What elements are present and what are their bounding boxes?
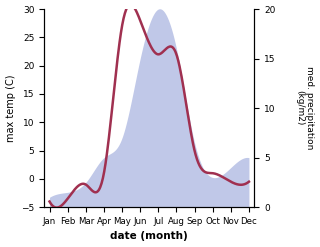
Y-axis label: med. precipitation
(kg/m2): med. precipitation (kg/m2) — [295, 66, 315, 150]
Y-axis label: max temp (C): max temp (C) — [5, 74, 16, 142]
X-axis label: date (month): date (month) — [110, 231, 188, 242]
